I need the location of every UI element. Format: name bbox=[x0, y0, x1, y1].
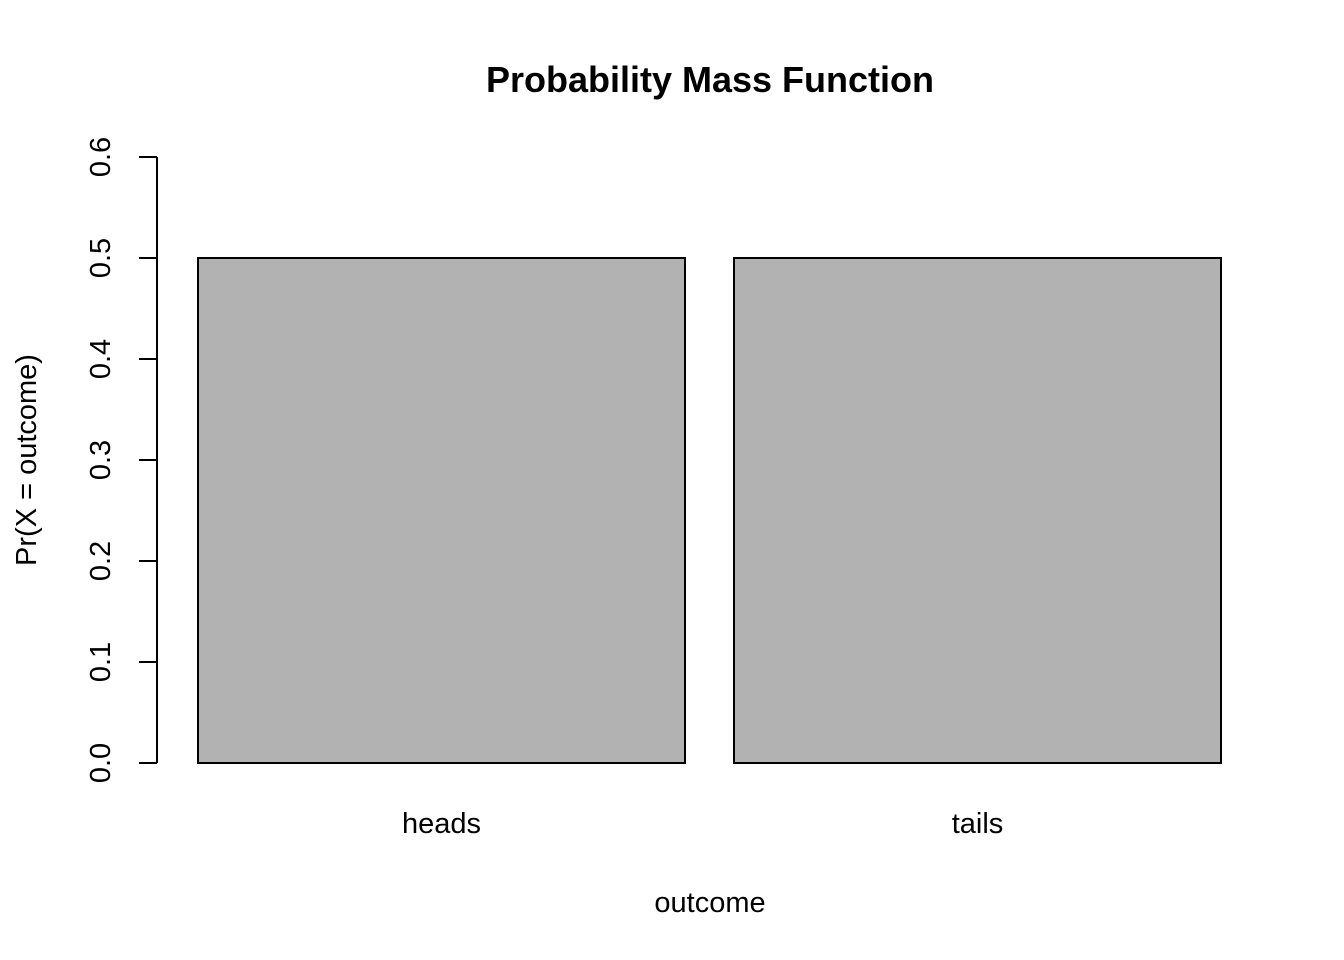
x-tick-label: tails bbox=[952, 808, 1004, 840]
y-tick-label: 0.1 bbox=[85, 642, 117, 682]
x-tick-label: heads bbox=[402, 808, 481, 840]
bar-tails bbox=[733, 257, 1222, 764]
bars bbox=[197, 257, 1222, 764]
y-tick-label: 0.3 bbox=[85, 440, 117, 480]
chart-title: Probability Mass Function bbox=[486, 59, 934, 100]
y-tick-label: 0.6 bbox=[85, 137, 117, 177]
bar-heads bbox=[197, 257, 686, 764]
x-axis-label: outcome bbox=[654, 887, 765, 919]
y-tick-label: 0.0 bbox=[85, 743, 117, 783]
y-tick-label: 0.5 bbox=[85, 238, 117, 278]
y-axis: 0.0 0.1 0.2 0.3 0.4 0.5 0.6 bbox=[85, 137, 158, 783]
x-tick-labels: heads tails bbox=[402, 808, 1003, 840]
y-axis-label: Pr(X = outcome) bbox=[11, 354, 43, 566]
y-tick-label: 0.4 bbox=[85, 339, 117, 379]
y-tick-label: 0.2 bbox=[85, 541, 117, 581]
